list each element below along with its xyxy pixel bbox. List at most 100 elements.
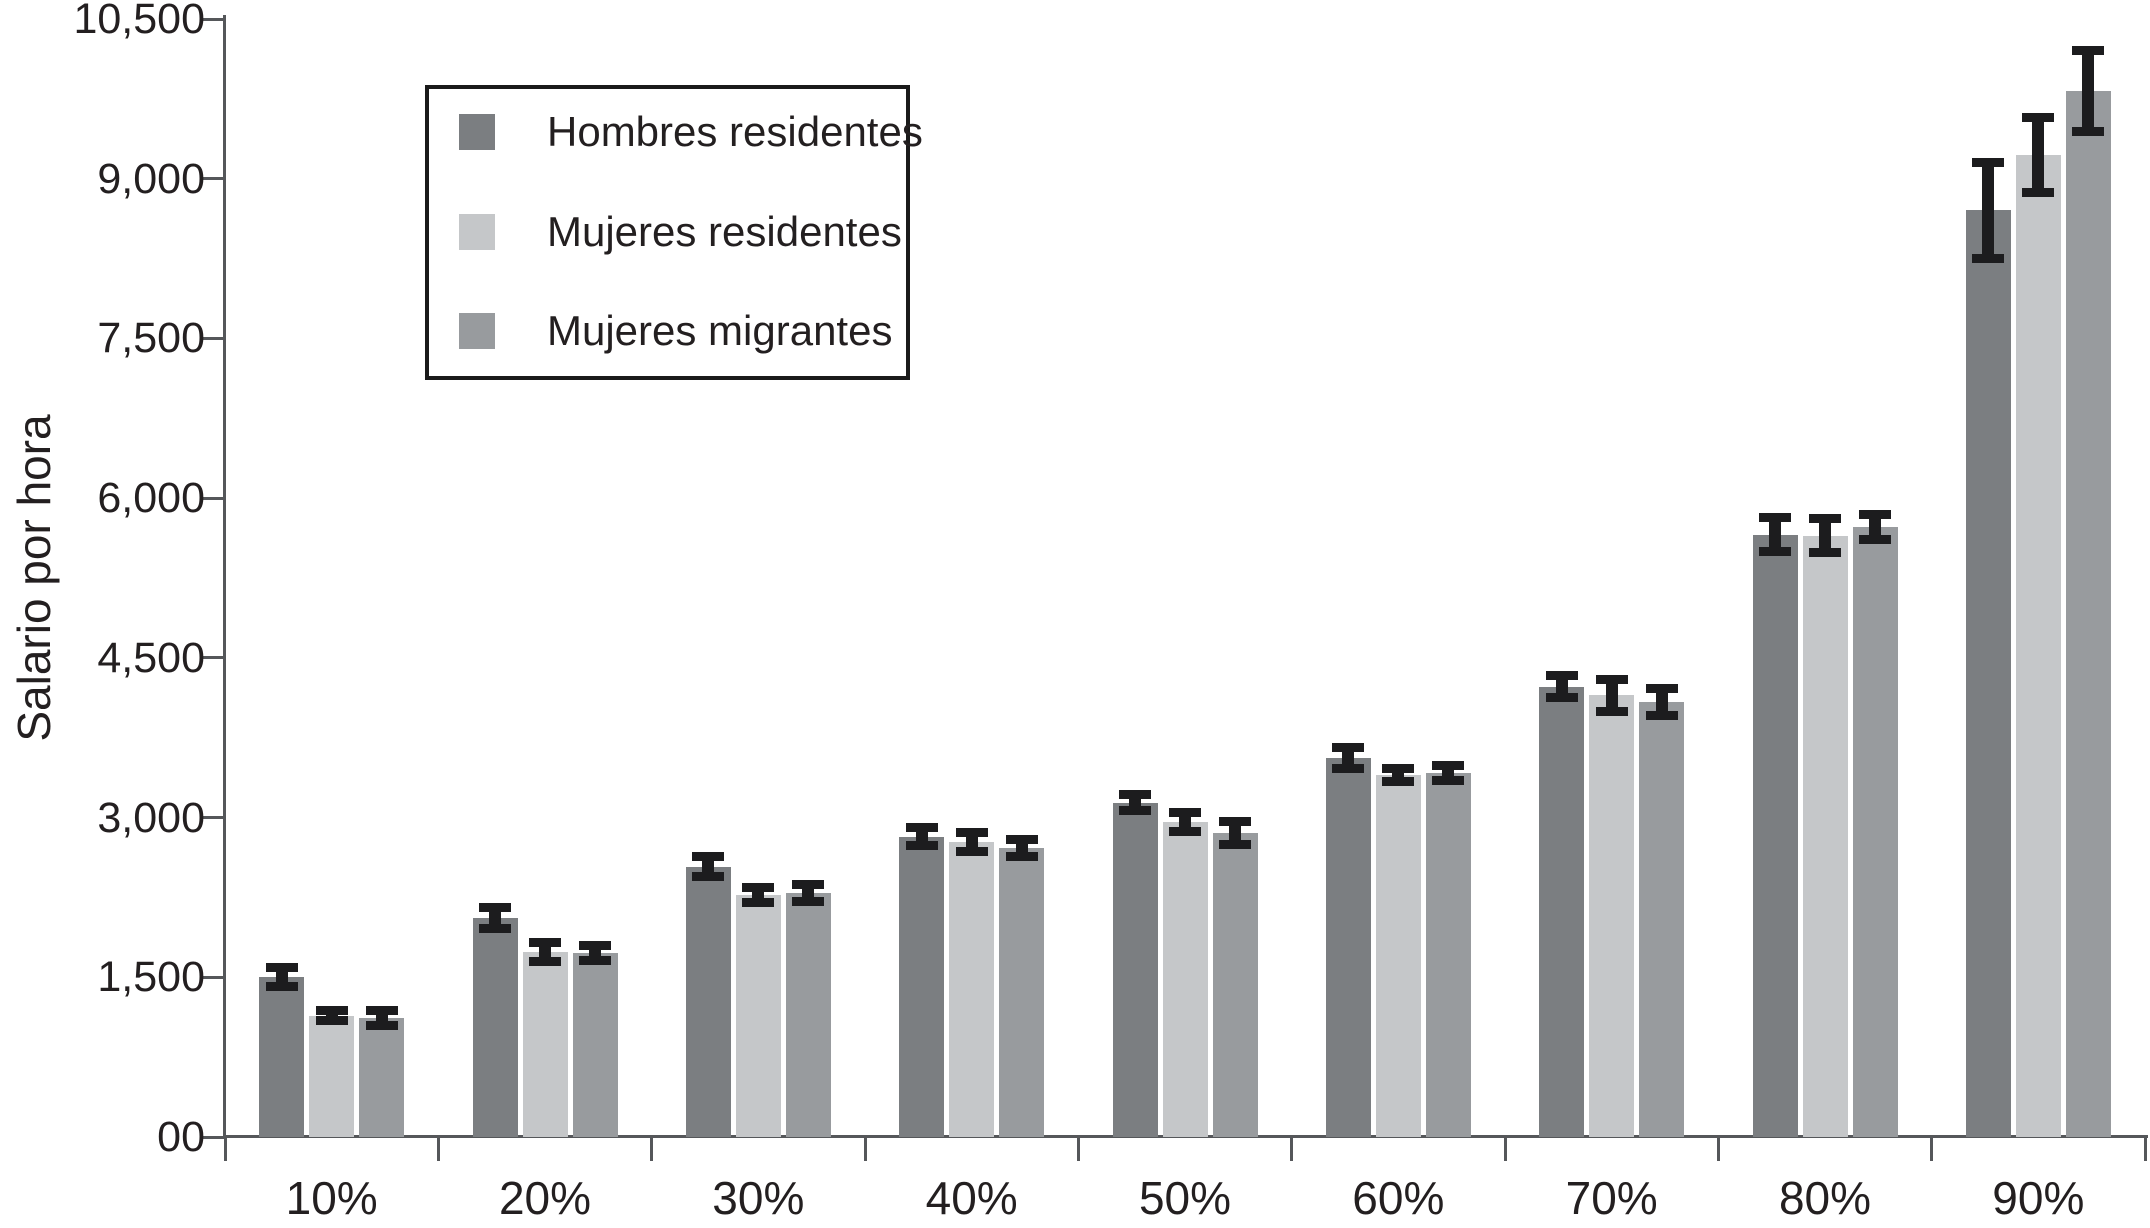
legend-swatch-mujeres-residentes (459, 213, 495, 250)
x-tick-label-70%: 70% (1565, 1172, 1658, 1224)
error-bar-cap-top-hombres-residentes-70% (1545, 671, 1578, 681)
error-bar-cap-top-mujeres-residentes-80% (1809, 514, 1841, 524)
error-bar-shaft-hombres-residentes-90% (1982, 162, 1995, 259)
bar-hombres-residentes-40% (899, 836, 945, 1137)
error-bar-cap-top-mujeres-migrantes-40% (1005, 834, 1038, 844)
error-bar-cap-top-mujeres-migrantes-20% (579, 940, 611, 950)
bar-mujeres-migrantes-10% (359, 1017, 405, 1137)
x-tick-8 (1930, 1137, 1934, 1161)
error-bar-shaft-mujeres-residentes-40% (965, 832, 978, 852)
error-bar-cap-bottom-mujeres-migrantes-10% (365, 1020, 398, 1030)
x-tick-label-20%: 20% (498, 1172, 592, 1224)
bar-mujeres-residentes-60% (1375, 774, 1421, 1137)
error-bar-cap-top-mujeres-migrantes-60% (1432, 761, 1465, 771)
bar-mujeres-migrantes-30% (785, 893, 831, 1137)
error-bar-cap-top-hombres-residentes-60% (1332, 742, 1365, 752)
y-tick-label-3000: 3,000 (97, 793, 205, 842)
bar-hombres-residentes-30% (685, 866, 731, 1137)
error-bar-shaft-mujeres-migrantes-80% (1869, 514, 1881, 540)
error-bar-cap-bottom-mujeres-migrantes-20% (579, 955, 611, 965)
error-bar-cap-bottom-hombres-residentes-20% (479, 924, 511, 934)
error-bar-cap-bottom-hombres-residentes-90% (1972, 253, 2005, 263)
error-bar-cap-top-mujeres-residentes-10% (315, 1005, 348, 1015)
bar-hombres-residentes-50% (1112, 802, 1158, 1137)
error-bar-cap-top-mujeres-residentes-90% (2022, 112, 2055, 122)
legend-label-hombres-residentes: Hombres residentes (547, 108, 923, 155)
error-bar-shaft-mujeres-residentes-20% (539, 942, 551, 962)
error-bar-cap-bottom-mujeres-residentes-60% (1382, 776, 1415, 786)
bar-mujeres-migrantes-20% (572, 952, 618, 1137)
error-bar-cap-bottom-mujeres-residentes-10% (315, 1016, 348, 1026)
error-bar-cap-bottom-mujeres-migrantes-90% (2072, 127, 2105, 137)
error-bar-shaft-mujeres-residentes-10% (325, 1010, 338, 1021)
legend-row-hombres-residentes: Hombres residentes (429, 108, 923, 155)
error-bar-cap-bottom-hombres-residentes-30% (692, 871, 725, 881)
bar-hombres-residentes-10% (259, 976, 305, 1137)
bar-mujeres-residentes-90% (2015, 154, 2061, 1137)
bar-mujeres-migrantes-60% (1425, 773, 1471, 1137)
y-tick-1500 (201, 975, 224, 979)
error-bar-cap-top-mujeres-residentes-20% (529, 937, 561, 947)
error-bar-cap-bottom-hombres-residentes-60% (1332, 764, 1365, 774)
y-tick-3000 (201, 816, 224, 820)
error-bar-shaft-mujeres-migrantes-50% (1229, 821, 1241, 845)
error-bar-cap-top-mujeres-residentes-50% (1169, 807, 1201, 817)
bar-mujeres-migrantes-90% (2065, 91, 2111, 1137)
error-bar-shaft-hombres-residentes-10% (275, 967, 288, 987)
y-axis-line (223, 15, 226, 1139)
bar-hombres-residentes-70% (1539, 686, 1585, 1137)
x-tick-label-60%: 60% (1352, 1172, 1445, 1224)
y-tick-label-4500: 4,500 (97, 633, 205, 682)
bar-mujeres-residentes-10% (309, 1015, 355, 1137)
legend-swatch-hombres-residentes (459, 114, 495, 150)
bar-mujeres-migrantes-80% (1852, 526, 1898, 1137)
y-tick-7500 (201, 336, 224, 340)
error-bar-cap-bottom-mujeres-migrantes-60% (1432, 776, 1465, 786)
error-bar-cap-bottom-hombres-residentes-10% (265, 981, 298, 991)
bar-hombres-residentes-60% (1325, 757, 1371, 1137)
x-tick-4 (1076, 1137, 1080, 1161)
x-tick-label-80%: 80% (1778, 1172, 1872, 1224)
bar-mujeres-migrantes-70% (1639, 702, 1685, 1137)
x-tick-1 (436, 1137, 440, 1161)
y-axis-title: Salario por hora (8, 414, 60, 742)
error-bar-cap-bottom-mujeres-migrantes-80% (1859, 535, 1891, 545)
error-bar-shaft-hombres-residentes-30% (702, 856, 715, 877)
y-tick-label-6000: 6,000 (97, 474, 205, 523)
x-tick-2 (650, 1137, 654, 1161)
error-bar-shaft-mujeres-residentes-80% (1819, 518, 1831, 553)
y-tick-label-10500: 10,500 (73, 0, 205, 43)
x-tick-5 (1290, 1137, 1294, 1161)
error-bar-cap-top-hombres-residentes-50% (1119, 790, 1151, 800)
error-bar-cap-bottom-mujeres-residentes-20% (529, 956, 561, 966)
y-tick-9000 (201, 177, 224, 181)
error-bar-cap-bottom-mujeres-residentes-40% (955, 847, 988, 857)
error-bar-cap-bottom-mujeres-migrantes-70% (1645, 711, 1678, 721)
legend: Hombres residentes Mujeres residentes Mu… (425, 85, 923, 380)
error-bar-shaft-hombres-residentes-80% (1769, 517, 1781, 552)
bar-mujeres-residentes-70% (1589, 695, 1635, 1137)
error-bar-shaft-mujeres-residentes-90% (2032, 117, 2045, 193)
x-tick-label-40%: 40% (925, 1172, 1018, 1224)
error-bar-cap-bottom-mujeres-residentes-80% (1809, 548, 1841, 558)
error-bar-cap-top-mujeres-migrantes-80% (1859, 509, 1891, 519)
error-bar-cap-bottom-hombres-residentes-70% (1545, 692, 1578, 702)
error-bar-cap-top-hombres-residentes-40% (905, 823, 938, 833)
y-tick-0 (201, 1135, 224, 1139)
error-bar-shaft-hombres-residentes-20% (489, 907, 501, 929)
error-bar-cap-top-mujeres-residentes-40% (955, 827, 988, 837)
error-bar-cap-top-mujeres-migrantes-90% (2072, 46, 2105, 56)
error-bar-shaft-mujeres-migrantes-90% (2082, 50, 2095, 132)
error-bar-cap-bottom-mujeres-migrantes-40% (1005, 851, 1038, 861)
error-bar-shaft-hombres-residentes-60% (1342, 747, 1355, 769)
bar-mujeres-residentes-50% (1162, 821, 1208, 1137)
error-bar-cap-top-mujeres-migrantes-10% (365, 1005, 398, 1015)
error-bar-cap-bottom-hombres-residentes-80% (1759, 547, 1791, 557)
x-tick-label-30%: 30% (712, 1172, 805, 1224)
y-tick-label-7500: 7,500 (97, 314, 205, 363)
error-bar-cap-top-hombres-residentes-30% (692, 852, 725, 862)
error-bar-cap-bottom-hombres-residentes-40% (905, 841, 938, 851)
x-tick-6 (1503, 1137, 1507, 1161)
bar-mujeres-residentes-80% (1802, 535, 1848, 1137)
